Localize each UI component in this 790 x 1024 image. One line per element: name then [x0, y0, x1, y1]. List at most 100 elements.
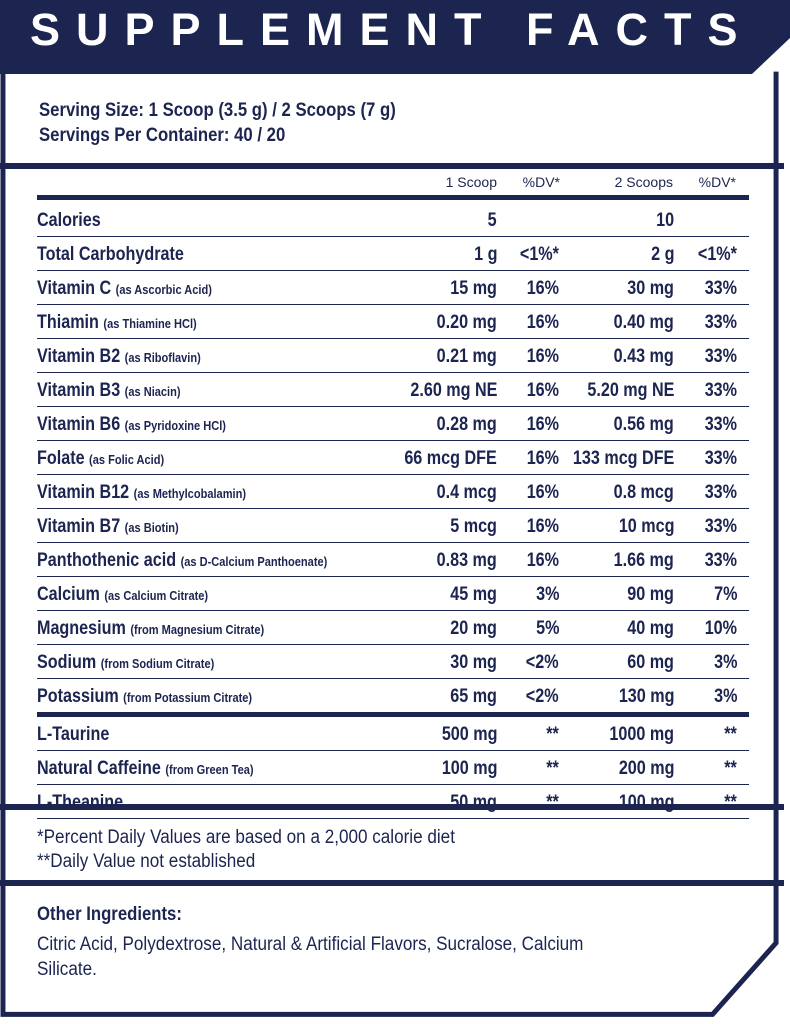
nutrient-name: Vitamin B2 (as Riboflavin) — [37, 346, 201, 368]
nutrient-label: Vitamin B7 — [37, 516, 121, 537]
dv-2-scoops: 7% — [713, 584, 737, 605]
footnote-daily-value: *Percent Daily Values are based on a 2,0… — [37, 827, 455, 848]
nutrient-name: Vitamin B12 (as Methylcobalamin) — [37, 482, 246, 504]
nutrient-name: Vitamin B6 (as Pyridoxine HCl) — [37, 414, 226, 436]
dv-1-scoop: 5% — [535, 618, 559, 639]
nutrient-source-note: (as Thiamine HCl) — [103, 316, 197, 331]
amount-1-scoop: 66 mcg DFE — [404, 448, 497, 469]
dv-2-scoops: 33% — [704, 380, 737, 401]
other-ingredients-title: Other Ingredients: — [37, 904, 182, 925]
nutrient-source-note: (as Biotin) — [124, 520, 179, 535]
nutrient-label: Potassium — [37, 686, 119, 707]
dv-1-scoop: 16% — [526, 448, 559, 469]
nutrient-label: Magnesium — [37, 618, 126, 639]
divider-band-top — [0, 163, 784, 169]
nutrient-name: Vitamin B3 (as Niacin) — [37, 380, 181, 402]
footnotes: *Percent Daily Values are based on a 2,0… — [37, 826, 455, 874]
amount-2-scoops: 2 g — [650, 244, 674, 265]
nutrient-label: Sodium — [37, 652, 97, 673]
dv-2-scoops: 33% — [704, 278, 737, 299]
dv-2-scoops: 33% — [704, 516, 737, 537]
dv-1-scoop: <1%* — [519, 244, 559, 265]
dv-1-scoop: 16% — [526, 414, 559, 435]
amount-1-scoop: 15 mg — [450, 278, 497, 299]
header-bar — [0, 0, 790, 74]
dv-2-scoops: <1%* — [697, 244, 737, 265]
nutrient-name: Magnesium (from Magnesium Citrate) — [37, 618, 264, 640]
other-ingredients-text: Citric Acid, Polydextrose, Natural & Art… — [37, 934, 584, 980]
nutrient-name: Thiamin (as Thiamine HCl) — [37, 312, 197, 334]
nutrient-row: Natural Caffeine (from Green Tea) 100 mg *… — [37, 751, 749, 785]
amount-2-scoops: 5.20 mg NE — [586, 380, 674, 401]
nutrient-row: Panthothenic acid (as D-Calcium Panthoen… — [37, 543, 749, 577]
nutrient-name: Calories — [37, 210, 101, 232]
nutrient-source-note: (as Methylcobalamin) — [133, 486, 247, 501]
amount-2-scoops: 1000 mg — [609, 724, 674, 745]
nutrient-table: Calories 5 10 Total Carbohydrate 1 g <1%* 2 g <… — [37, 203, 749, 819]
amount-1-scoop: 500 mg — [441, 724, 497, 745]
nutrient-source-note: (as Riboflavin) — [124, 350, 201, 365]
nutrient-source-note: (as Folic Acid) — [89, 452, 165, 467]
nutrient-name: L-Theanine — [37, 792, 123, 814]
amount-2-scoops: 100 mg — [618, 792, 674, 813]
nutrient-label: Vitamin B2 — [37, 346, 121, 367]
dv-2-scoops: 33% — [704, 550, 737, 571]
nutrient-source-note: (as Calcium Citrate) — [104, 588, 209, 603]
amount-1-scoop: 100 mg — [441, 758, 497, 779]
dv-2-scoops: ** — [724, 724, 737, 745]
nutrient-row: L-Theanine 50 mg ** 100 mg ** — [37, 785, 749, 819]
dv-1-scoop: 16% — [526, 482, 559, 503]
amount-1-scoop: 45 mg — [450, 584, 497, 605]
dv-1-scoop: <2% — [526, 686, 559, 707]
nutrient-label: Total Carbohydrate — [37, 244, 184, 265]
nutrient-row: Vitamin B12 (as Methylcobalamin) 0.4 mcg 1… — [37, 475, 749, 509]
nutrient-row: Thiamin (as Thiamine HCl) 0.20 mg 16% 0.40 … — [37, 305, 749, 339]
nutrient-name: Calcium (as Calcium Citrate) — [37, 584, 208, 606]
nutrient-name: Folate (as Folic Acid) — [37, 448, 164, 470]
amount-1-scoop: 0.28 mg — [436, 414, 497, 435]
nutrient-label: Vitamin C — [37, 278, 112, 299]
dv-1-scoop: ** — [546, 792, 559, 813]
column-header-dv-1: %DV* — [522, 174, 560, 190]
dv-1-scoop: 16% — [526, 346, 559, 367]
nutrient-name: Vitamin C (as Ascorbic Acid) — [37, 278, 212, 300]
servings-per-container: Servings Per Container: 40 / 20 — [39, 125, 286, 146]
amount-2-scoops: 133 mcg DFE — [572, 448, 674, 469]
dv-2-scoops: 33% — [704, 312, 737, 333]
nutrient-row: Folate (as Folic Acid) 66 mcg DFE 16% 133 m… — [37, 441, 749, 475]
nutrient-source-note: (as D-Calcium Panthoenate) — [180, 554, 328, 569]
amount-1-scoop: 0.21 mg — [436, 346, 497, 367]
amount-2-scoops: 10 — [656, 210, 674, 231]
serving-size: Serving Size: 1 Scoop (3.5 g) / 2 Scoops… — [39, 100, 396, 121]
nutrient-name: Natural Caffeine (from Green Tea) — [37, 758, 254, 780]
amount-2-scoops: 30 mg — [627, 278, 674, 299]
nutrient-source-note: (as Ascorbic Acid) — [115, 282, 212, 297]
nutrient-label: Thiamin — [37, 312, 99, 333]
nutrient-name: Potassium (from Potassium Citrate) — [37, 686, 252, 708]
dv-2-scoops: 3% — [713, 652, 737, 673]
amount-1-scoop: 20 mg — [450, 618, 497, 639]
amount-1-scoop: 30 mg — [450, 652, 497, 673]
amount-1-scoop: 65 mg — [450, 686, 497, 707]
nutrient-label: Calcium — [37, 584, 100, 605]
nutrient-label: Calories — [37, 210, 101, 231]
dv-1-scoop: 16% — [526, 380, 559, 401]
amount-1-scoop: 5 — [488, 210, 497, 231]
divider-column-header — [37, 195, 749, 200]
dv-1-scoop: ** — [546, 724, 559, 745]
amount-1-scoop: 2.60 mg NE — [409, 380, 497, 401]
dv-2-scoops: 10% — [704, 618, 737, 639]
column-header-2-scoops: 2 Scoops — [614, 174, 673, 190]
nutrient-label: Panthothenic acid — [37, 550, 177, 571]
amount-2-scoops: 200 mg — [618, 758, 674, 779]
nutrient-name: Sodium (from Sodium Citrate) — [37, 652, 214, 674]
nutrient-row: Calcium (as Calcium Citrate) 45 mg 3% 90 mg… — [37, 577, 749, 611]
amount-2-scoops: 0.56 mg — [613, 414, 674, 435]
nutrient-source-note: (as Niacin) — [124, 384, 181, 399]
nutrient-row: Vitamin B7 (as Biotin) 5 mcg 16% 10 mcg 33% — [37, 509, 749, 543]
amount-2-scoops: 90 mg — [627, 584, 674, 605]
nutrient-row: Vitamin B3 (as Niacin) 2.60 mg NE 16% 5.20 … — [37, 373, 749, 407]
amount-2-scoops: 0.43 mg — [613, 346, 674, 367]
nutrient-row: Magnesium (from Magnesium Citrate) 20 mg 5… — [37, 611, 749, 645]
